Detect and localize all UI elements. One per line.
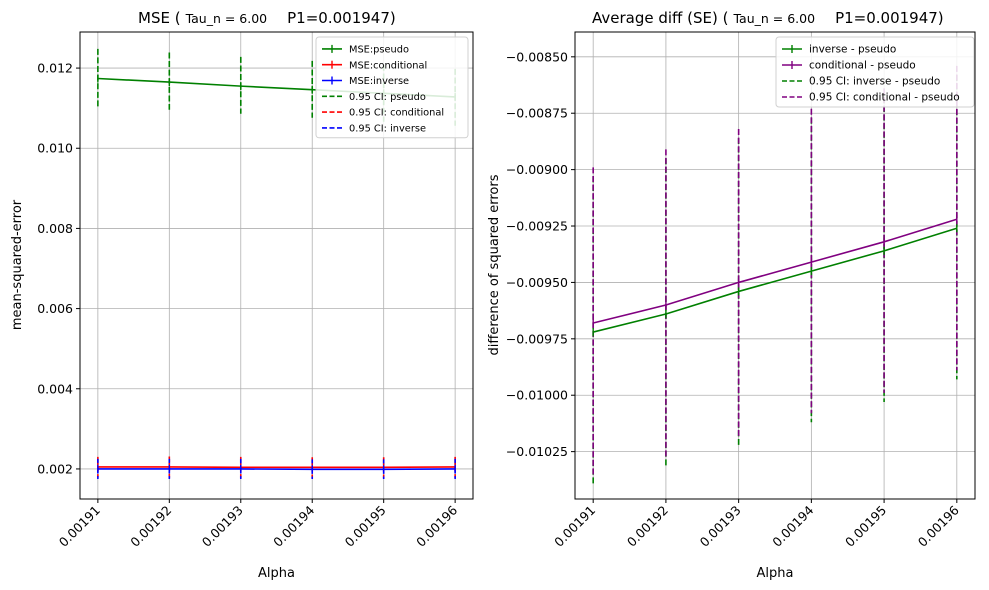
diff-x-tick-label: 0.00192 [624, 503, 671, 550]
diff-legend-label: inverse - pseudo [809, 44, 896, 56]
diff-legend-entry: 0.95 CI: conditional - pseudo [782, 92, 960, 104]
mse-legend-box [315, 36, 469, 139]
mse-x-tick-label: 0.00195 [342, 503, 389, 550]
diff-x-axis-label: Alpha [757, 566, 794, 581]
diff-data-marks [592, 65, 958, 486]
diff-legend-entry: conditional - pseudo [782, 60, 916, 72]
diff-ticks: −0.01025 −0.01000 −0.00975 −0.00950 −0.00925… [506, 49, 962, 549]
mse-title-tau: Tau_n = 6.00 [185, 11, 268, 26]
mse-legend-label: 0.95 CI: inverse [349, 124, 426, 135]
diff-axes-frame [574, 31, 976, 500]
diff-x-tick-label: 0.00195 [842, 503, 889, 550]
diff-legend-box [775, 36, 975, 108]
diff-x-tick-label: 0.00196 [915, 502, 962, 549]
mse-legend-entry: MSE:conditional [322, 60, 427, 71]
mse-legend-label: MSE:conditional [349, 60, 427, 71]
diff-legend-label: 0.95 CI: conditional - pseudo [809, 92, 960, 104]
mse-axes-frame [79, 31, 474, 500]
diff-legend-label: 0.95 CI: inverse - pseudo [809, 76, 940, 88]
mse-legend-entry: 0.95 CI: conditional [322, 108, 444, 119]
mse-y-tick-label: 0.008 [37, 221, 73, 236]
diff-y-tick-label: −0.01025 [506, 444, 568, 459]
diff-x-tick-label: 0.00191 [551, 503, 598, 550]
mse-y-tick-label: 0.004 [37, 381, 73, 396]
mse-legend-entry: 0.95 CI: inverse [322, 124, 426, 135]
diff-y-tick-label: −0.01000 [506, 388, 568, 403]
diff-y-tick-label: −0.00850 [506, 49, 568, 64]
mse-x-tick-label: 0.00194 [270, 502, 317, 549]
mse-legend-label: 0.95 CI: conditional [349, 108, 444, 119]
diff-y-tick-label: −0.00875 [506, 106, 568, 121]
diff-title: Average diff (SE) ( [592, 9, 728, 27]
diff-legend-entry: 0.95 CI: inverse - pseudo [782, 76, 940, 88]
diff-panel: −0.01025 −0.01000 −0.00975 −0.00950 −0.00925… [487, 9, 976, 581]
mse-title: MSE ( [138, 9, 181, 27]
mse-y-tick-label: 0.010 [37, 141, 73, 156]
mse-x-tick-label: 0.00196 [413, 502, 460, 549]
mse-panel: 0.002 0.004 0.006 0.008 0.010 0.012 0.00191 0.0… [10, 9, 474, 581]
mse-legend-entry: MSE:inverse [322, 76, 409, 87]
mse-x-tick-label: 0.00191 [56, 503, 103, 550]
mse-y-tick-label: 0.012 [37, 61, 73, 76]
mse-legend: MSE:pseudo MSE:conditional MSE:inverse 0.95… [315, 36, 469, 139]
mse-x-axis-label: Alpha [258, 566, 295, 581]
mse-legend-entry: 0.95 CI: pseudo [322, 92, 426, 103]
mse-legend-label: MSE:pseudo [349, 45, 409, 56]
diff-legend-entry: inverse - pseudo [782, 44, 896, 56]
mse-x-tick-label: 0.00192 [127, 503, 174, 550]
mse-y-tick-label: 0.002 [37, 461, 73, 476]
mse-legend-entry: MSE:pseudo [322, 45, 409, 56]
diff-x-tick-label: 0.00193 [697, 503, 744, 550]
diff-y-tick-label: −0.00900 [506, 162, 568, 177]
diff-legend-label: conditional - pseudo [809, 60, 916, 72]
diff-y-tick-label: −0.00950 [506, 275, 568, 290]
mse-x-tick-label: 0.00193 [199, 503, 246, 550]
mse-y-axis-label: mean-squared-error [10, 199, 25, 330]
diff-y-tick-label: −0.00975 [506, 331, 568, 346]
diff-series-line [592, 218, 958, 324]
mse-title-p1: P1=0.001947) [287, 9, 396, 27]
mse-legend-label: 0.95 CI: pseudo [349, 92, 426, 103]
diff-y-axis-label: difference of squared errors [487, 174, 502, 355]
mse-legend-label: MSE:inverse [349, 76, 409, 87]
diff-series-line [592, 227, 958, 333]
diff-title-tau: Tau_n = 6.00 [732, 11, 815, 26]
diff-y-tick-label: −0.00925 [506, 219, 568, 234]
diff-legend: inverse - pseudo conditional - pseudo 0.95… [775, 36, 975, 108]
mse-y-tick-label: 0.006 [37, 301, 73, 316]
diff-title-p1: P1=0.001947) [835, 9, 944, 27]
diff-x-tick-label: 0.00194 [769, 502, 816, 549]
